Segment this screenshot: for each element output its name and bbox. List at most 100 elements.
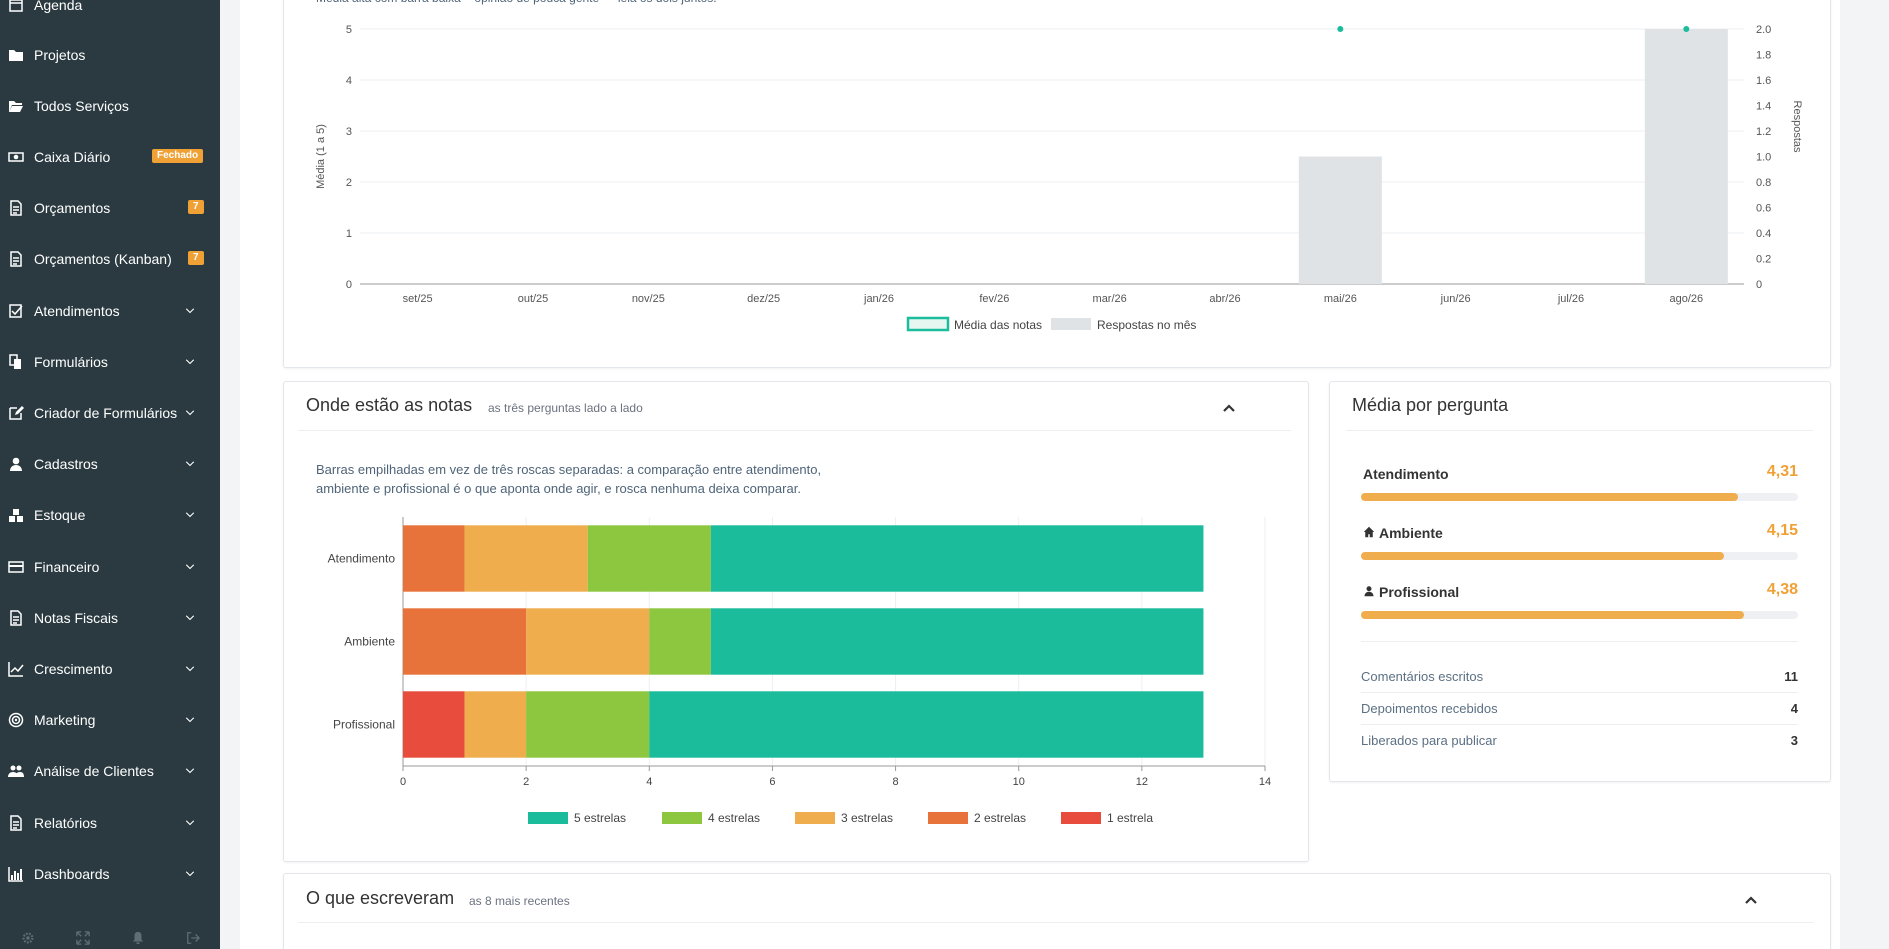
sidebar-item-todos-servicos[interactable]: Todos Serviços bbox=[0, 91, 220, 121]
sidebar-item-marketing[interactable]: Marketing bbox=[0, 705, 220, 735]
stat-row: Comentários escritos 11 bbox=[1361, 661, 1798, 693]
question-progress-track bbox=[1361, 493, 1798, 501]
question-progress-fill bbox=[1361, 611, 1744, 619]
sidebar-item-notas-fiscais[interactable]: Notas Fiscais bbox=[0, 603, 220, 633]
question-average-value: 4,15 bbox=[1766, 522, 1798, 539]
chevron-down-icon bbox=[184, 713, 198, 727]
chart1-y2tick-label: 0.8 bbox=[1756, 177, 1771, 189]
chart1-xtick-label: abr/26 bbox=[1209, 293, 1240, 305]
sidebar-item-criador-de-formularios[interactable]: Criador de Formulários bbox=[0, 398, 220, 428]
sidebar-item-dashboards[interactable]: Dashboards bbox=[0, 859, 220, 889]
question-progress-track bbox=[1361, 611, 1798, 619]
chart1-xtick-label: set/25 bbox=[403, 293, 433, 305]
sidebar-item-projetos[interactable]: Projetos bbox=[0, 40, 220, 70]
bar-chart-icon bbox=[4, 865, 28, 883]
question-average-value: 4,38 bbox=[1766, 581, 1798, 598]
question-label-text: Atendimento bbox=[1363, 466, 1449, 482]
credit-card-icon bbox=[4, 558, 28, 576]
calendar-icon bbox=[4, 0, 28, 14]
file-text-icon bbox=[4, 609, 28, 627]
chart2-legend-swatch bbox=[795, 812, 835, 824]
chart1-xtick-label: dez/25 bbox=[747, 293, 780, 305]
question-label-text: Profissional bbox=[1379, 584, 1460, 600]
expand-icon[interactable] bbox=[75, 930, 90, 945]
sidebar-item-label: Todos Serviços bbox=[34, 98, 129, 114]
chart1-legend-label: Respostas no mês bbox=[1097, 318, 1196, 332]
sidebar-item-label: Cadastros bbox=[34, 456, 98, 472]
question-average-value: 4,31 bbox=[1766, 463, 1798, 480]
question-progress-track bbox=[1361, 552, 1798, 560]
home-icon bbox=[1363, 525, 1375, 541]
chevron-down-icon bbox=[184, 816, 198, 830]
question-label: Ambiente bbox=[1363, 525, 1443, 541]
chevron-down-icon bbox=[184, 508, 198, 522]
sidebar-item-label: Financeiro bbox=[34, 559, 100, 575]
sidebar-item-estoque[interactable]: Estoque bbox=[0, 500, 220, 530]
chart1-legend: Média das notas Respostas no mês bbox=[906, 316, 1196, 332]
user-icon bbox=[4, 455, 28, 473]
sidebar-item-agenda[interactable]: Agenda bbox=[0, 0, 220, 20]
notes-panel-subtitle: as três perguntas lado a lado bbox=[488, 401, 643, 415]
chart1-legend-swatch-bar bbox=[1051, 318, 1091, 330]
folder-icon bbox=[4, 46, 28, 64]
sidebar-footer bbox=[0, 925, 220, 949]
collapse-comments-button[interactable] bbox=[1743, 892, 1759, 908]
users-icon bbox=[4, 762, 28, 780]
chevron-down-icon bbox=[184, 304, 198, 318]
chart1-xtick-label: mar/26 bbox=[1093, 293, 1127, 305]
sidebar-item-analise-de-clientes[interactable]: Análise de Clientes bbox=[0, 756, 220, 786]
sidebar-item-label: Dashboards bbox=[34, 866, 110, 882]
notes-panel-divider bbox=[298, 430, 1291, 431]
chart2-legend-swatch bbox=[528, 812, 568, 824]
sidebar-item-orcamentos[interactable]: Orçamentos 7 bbox=[0, 193, 220, 223]
sidebar-item-orcamentos-kanban[interactable]: Orçamentos (Kanban) 7 bbox=[0, 244, 220, 274]
chart1-y2label: Respostas bbox=[1791, 101, 1803, 153]
collapse-notes-button[interactable] bbox=[1221, 400, 1237, 416]
question-progress-fill bbox=[1361, 493, 1738, 501]
chart1-xtick-label: nov/25 bbox=[632, 293, 665, 305]
chart2-legend-label: 1 estrela bbox=[1107, 811, 1153, 825]
copy-icon bbox=[4, 353, 28, 371]
chart1-y2tick-label: 0 bbox=[1756, 279, 1762, 291]
media-panel-title: Média por pergunta bbox=[1352, 395, 1509, 415]
chevron-down-icon bbox=[184, 457, 198, 471]
chart2-xtick-label: 8 bbox=[893, 776, 899, 788]
cubes-icon bbox=[4, 506, 28, 524]
sidebar-item-formularios[interactable]: Formulários bbox=[0, 347, 220, 377]
chevron-down-icon bbox=[184, 406, 198, 420]
sidebar-item-cadastros[interactable]: Cadastros bbox=[0, 449, 220, 479]
sidebar-item-crescimento[interactable]: Crescimento bbox=[0, 654, 220, 684]
chevron-down-icon bbox=[184, 560, 198, 574]
question-label-text: Ambiente bbox=[1379, 525, 1443, 541]
sidebar-item-financeiro[interactable]: Financeiro bbox=[0, 552, 220, 582]
chart1-y2tick-label: 1.8 bbox=[1756, 50, 1771, 62]
gear-icon[interactable] bbox=[21, 930, 35, 944]
chart1-xtick-label: jan/26 bbox=[863, 293, 894, 305]
sidebar-item-atendimentos[interactable]: Atendimentos bbox=[0, 296, 220, 326]
sidebar-item-label: Atendimentos bbox=[34, 303, 120, 319]
bell-icon[interactable] bbox=[131, 930, 145, 945]
chevron-down-icon bbox=[184, 611, 198, 625]
chart1-y2tick-label: 2.0 bbox=[1756, 24, 1771, 36]
file-icon bbox=[4, 250, 28, 268]
sidebar-item-label: Notas Fiscais bbox=[34, 610, 119, 626]
chart1-y2tick-label: 1.2 bbox=[1756, 126, 1771, 138]
chart1-legend-label: Média das notas bbox=[954, 318, 1042, 332]
sidebar-item-label: Orçamentos bbox=[34, 200, 111, 216]
sidebar-item-label: Relatórios bbox=[34, 815, 98, 831]
chart2-bar-segment bbox=[587, 525, 711, 592]
sidebar-item-relatorios[interactable]: Relatórios bbox=[0, 808, 220, 838]
stacked-stars-chart: 0 2 4 6 8 10 12 14 Atendimento Ambiente Profission… bbox=[328, 517, 1271, 825]
file-text-icon bbox=[4, 814, 28, 832]
stat-label: Liberados para publicar bbox=[1361, 733, 1497, 748]
sign-out-icon[interactable] bbox=[186, 930, 200, 944]
sidebar-item-label: Estoque bbox=[34, 507, 86, 523]
monthly-chart-panel bbox=[283, 0, 1831, 368]
chart1-y2tick-label: 1.4 bbox=[1756, 101, 1771, 113]
chart2-legend-label: 2 estrelas bbox=[974, 811, 1026, 825]
chart2-xtick-label: 10 bbox=[1013, 776, 1025, 788]
sidebar-item-label: Crescimento bbox=[34, 661, 113, 677]
comments-panel-subtitle: as 8 mais recentes bbox=[469, 894, 570, 908]
sidebar-item-label: Marketing bbox=[34, 712, 96, 728]
sidebar-item-caixa-diario[interactable]: Caixa Diário Fechado bbox=[0, 142, 220, 172]
